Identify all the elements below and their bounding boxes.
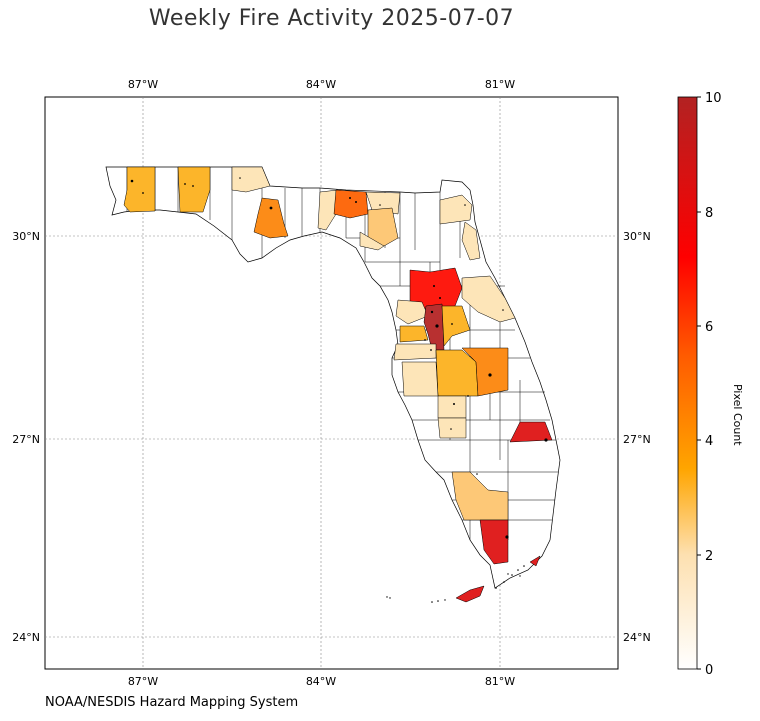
county-escambia <box>123 166 156 213</box>
lon-labels: 87°W 84°W 81°W 87°W 84°W 81°W <box>128 78 515 688</box>
county-osceola <box>461 347 509 397</box>
florida-keys <box>386 565 525 603</box>
county-jefferson <box>317 189 339 231</box>
lon-label-top: 81°W <box>485 78 515 91</box>
lat-label-right: 27°N <box>623 433 651 446</box>
lat-labels: 30°N 27°N 24°N 30°N 27°N 24°N <box>12 230 650 644</box>
county-okaloosa <box>177 166 211 213</box>
colorbar-labels: 0 2 4 6 8 10 <box>705 91 722 678</box>
county-stjohns <box>461 221 481 261</box>
county-monroe-keys <box>455 585 485 603</box>
county-holmes <box>231 166 271 193</box>
lon-label-bottom: 87°W <box>128 675 158 688</box>
county-nassau <box>439 194 473 225</box>
county-hernando <box>399 325 429 343</box>
county-pasco <box>393 343 437 361</box>
county-hardee <box>437 395 467 419</box>
colorbar-tick-label: 2 <box>705 549 713 564</box>
colorbar-ticks <box>697 96 701 670</box>
county-miami <box>479 519 509 565</box>
lat-label-left: 30°N <box>12 230 40 243</box>
county-stlucie <box>509 421 553 443</box>
lon-label-top: 84°W <box>306 78 336 91</box>
fire-points <box>130 177 548 539</box>
lat-label-right: 30°N <box>623 230 651 243</box>
county-hillsborough <box>401 361 439 397</box>
lat-label-left: 24°N <box>12 631 40 644</box>
colorbar-tick-label: 4 <box>705 434 713 449</box>
colorbar-tick-label: 8 <box>705 206 713 221</box>
county-keys-east <box>529 555 541 567</box>
colorbar-tick-label: 10 <box>705 91 722 106</box>
county-volusia <box>461 275 516 323</box>
county-lake <box>441 305 471 347</box>
lon-label-top: 87°W <box>128 78 158 91</box>
county-madison <box>333 189 369 219</box>
lat-label-left: 27°N <box>12 433 40 446</box>
colorbar-tick-label: 0 <box>705 663 713 678</box>
source-credit: NOAA/NESDIS Hazard Mapping System <box>45 695 299 710</box>
map-title: Weekly Fire Activity 2025-07-07 <box>148 6 515 31</box>
county-lafayette <box>359 231 385 251</box>
county-bay <box>253 197 289 239</box>
colorbar-tick-label: 6 <box>705 320 713 335</box>
county-desoto <box>437 417 467 439</box>
county-collier <box>451 471 509 521</box>
lon-label-bottom: 81°W <box>485 675 515 688</box>
county-citrus <box>395 299 429 325</box>
colorbar <box>677 96 698 670</box>
colorbar-title: Pixel Count <box>731 384 744 446</box>
lat-label-right: 24°N <box>623 631 651 644</box>
county-suwannee <box>367 207 399 247</box>
lon-label-bottom: 84°W <box>306 675 336 688</box>
fire-counties <box>123 166 553 603</box>
